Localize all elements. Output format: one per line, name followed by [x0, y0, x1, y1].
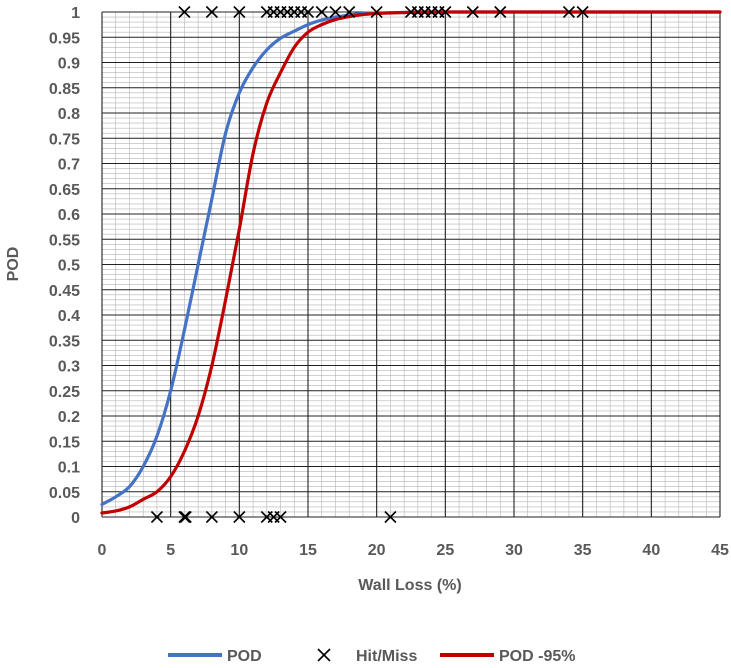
- y-tick-label: 0.05: [49, 485, 80, 502]
- hit-miss-marker: [329, 5, 342, 19]
- x-tick-label: 0: [98, 542, 107, 559]
- y-tick-label: 0.45: [49, 283, 80, 300]
- hit-miss-marker: [370, 5, 383, 19]
- legend-label-pod: POD: [227, 648, 262, 665]
- x-tick-label: 35: [574, 542, 592, 559]
- legend-label-hitmiss: Hit/Miss: [356, 648, 417, 665]
- y-tick-label: 0.85: [49, 81, 80, 98]
- y-tick-label: 0.4: [58, 308, 80, 325]
- hit-miss-marker: [343, 5, 356, 19]
- hit-miss-marker: [562, 5, 575, 19]
- x-tick-label: 15: [299, 542, 317, 559]
- legend-label-pod-95: POD -95%: [499, 648, 575, 665]
- major-grid: [101, 11, 721, 518]
- y-tick-label: 0.95: [49, 30, 80, 47]
- x-tick-label: 40: [642, 542, 660, 559]
- x-tick-label: 45: [711, 542, 729, 559]
- series-layer: [100, 5, 722, 524]
- y-tick-label: 0.35: [49, 333, 80, 350]
- hit-miss-marker: [150, 510, 163, 524]
- hit-miss-marker: [233, 5, 246, 19]
- legend: POD Hit/Miss POD -95%: [168, 648, 575, 665]
- y-tick-label: 0: [71, 510, 80, 527]
- y-tick-label: 0.9: [58, 56, 80, 73]
- y-axis-title: POD: [5, 247, 22, 282]
- y-tick-label: 0.75: [49, 131, 80, 148]
- hit-miss-marker: [178, 5, 191, 19]
- y-tick-label: 0.8: [58, 106, 80, 123]
- legend-marker-hitmiss: [317, 648, 331, 662]
- x-tick-label: 30: [505, 542, 523, 559]
- hit-miss-marker: [494, 5, 507, 19]
- x-tick-label: 10: [230, 542, 248, 559]
- y-tick-label: 0.6: [58, 207, 80, 224]
- hit-miss-marker: [301, 5, 315, 19]
- y-tick-label: 0.5: [58, 258, 80, 275]
- y-tick-label: 0.65: [49, 182, 80, 199]
- hit-miss-marker: [233, 510, 246, 524]
- hit-miss-marker: [576, 5, 589, 19]
- y-tick-label: 0.7: [58, 157, 80, 174]
- hit-miss-marker: [315, 5, 328, 19]
- x-tick-label: 25: [436, 542, 454, 559]
- hit-miss-marker: [384, 510, 397, 524]
- y-tick-label: 0.55: [49, 232, 80, 249]
- x-tick-label: 20: [368, 542, 386, 559]
- x-tick-labels: 0 5 10 15 20 25 30 35 40 45: [98, 542, 729, 559]
- x-tick-label: 5: [166, 542, 175, 559]
- hit-miss-marker: [439, 5, 452, 19]
- hit-miss-marker: [205, 5, 218, 19]
- hit-miss-marker: [205, 510, 218, 524]
- y-tick-label: 1: [71, 5, 80, 22]
- hit-miss-marker: [466, 5, 479, 19]
- y-tick-label: 0.25: [49, 384, 80, 401]
- y-tick-label: 0.15: [49, 434, 80, 451]
- hit-miss-marker: [178, 510, 191, 524]
- y-tick-label: 0.1: [58, 460, 80, 477]
- y-tick-label: 0.2: [58, 409, 80, 426]
- y-tick-labels: 0 0.05 0.1 0.15 0.2 0.25 0.3 0.35 0.4 0.45 0.5 0.55…: [49, 5, 80, 527]
- hit-miss-marker: [179, 510, 192, 524]
- y-tick-label: 0.3: [58, 359, 80, 376]
- series-line-pod-95: [100, 10, 722, 515]
- x-axis-title: Wall Loss (%): [358, 577, 461, 594]
- hit-miss-marker: [274, 510, 287, 524]
